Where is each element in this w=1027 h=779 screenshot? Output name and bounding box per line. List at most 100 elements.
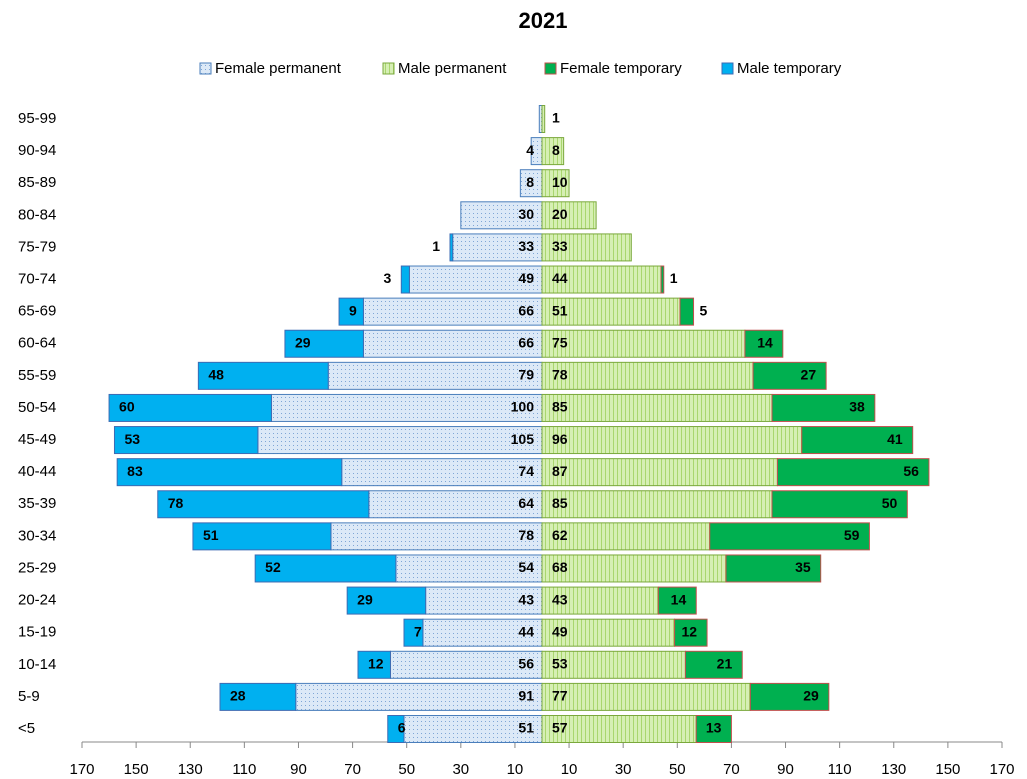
legend-swatch (382, 62, 395, 75)
data-label: 85 (552, 495, 568, 511)
x-tick-label: 10 (507, 761, 524, 778)
bar-segment (744, 329, 784, 358)
bar-segment (330, 522, 543, 551)
y-tick-label: 95-99 (18, 110, 56, 127)
legend-label: Female permanent (215, 60, 342, 77)
data-label: 52 (265, 559, 281, 575)
data-label: 53 (124, 431, 140, 447)
y-tick-label: 90-94 (18, 142, 56, 159)
data-label: 9 (349, 302, 357, 318)
data-label: 4 (526, 142, 534, 158)
legend-swatch (721, 62, 734, 75)
bar-segment (749, 682, 830, 711)
legend-label: Male permanent (398, 60, 507, 77)
x-tick-label: 30 (615, 761, 632, 778)
bar-segment (657, 586, 697, 615)
bar-segment (771, 490, 908, 519)
bar-segment (327, 361, 543, 390)
bar-segment (752, 361, 827, 390)
bar-segment (341, 458, 543, 487)
bar-segment (403, 715, 543, 743)
data-label: 79 (518, 367, 534, 383)
data-label: 87 (552, 463, 568, 479)
bar-segment (338, 297, 364, 326)
bar-segment (346, 586, 427, 615)
legend-label: Female temporary (560, 60, 682, 77)
y-tick-label: 70-74 (18, 270, 56, 287)
bar-segment (801, 426, 914, 455)
bar-segment (695, 715, 732, 743)
bar-segment (284, 329, 364, 358)
bar-segment (541, 265, 662, 294)
bar-segment (674, 618, 708, 647)
data-label: 14 (671, 591, 687, 607)
data-label: 5 (700, 302, 708, 318)
bar-segment (541, 361, 754, 390)
bar-segment (709, 522, 870, 551)
y-tick-label: 10-14 (18, 656, 56, 673)
data-label: 54 (518, 559, 534, 575)
bar-segment (219, 682, 297, 711)
data-label: 51 (518, 720, 534, 736)
bar-segment (541, 329, 746, 358)
y-tick-label: 50-54 (18, 399, 56, 416)
x-tick-label: 70 (723, 761, 740, 778)
data-label: 66 (518, 334, 534, 350)
data-label: 29 (357, 591, 373, 607)
legend-label: Male temporary (737, 60, 842, 77)
x-tick-label: 50 (669, 761, 686, 778)
data-label: 78 (552, 367, 568, 383)
y-tick-label: 5-9 (18, 688, 40, 705)
bar-segment (157, 490, 370, 519)
x-tick-label: 110 (232, 761, 256, 778)
data-label: 78 (168, 495, 184, 511)
bar-segment (197, 361, 329, 390)
data-label: 35 (795, 559, 811, 575)
y-tick-label: 25-29 (18, 559, 56, 576)
bar-segment (679, 297, 695, 326)
data-label: 43 (518, 591, 534, 607)
bar-segment (541, 586, 659, 615)
data-label: 77 (552, 688, 568, 704)
data-label: 6 (398, 720, 406, 736)
chart-title: 2021 (519, 8, 568, 33)
y-tick-label: 75-79 (18, 238, 56, 255)
data-label: 7 (414, 623, 422, 639)
data-label: 56 (903, 463, 919, 479)
bar-segment (113, 426, 259, 455)
data-label: 12 (681, 623, 697, 639)
data-label: 100 (511, 399, 535, 415)
bar-segment (541, 105, 546, 133)
bar-segment (362, 329, 543, 358)
bar-segment (357, 650, 391, 679)
bar-segment (541, 426, 803, 455)
data-label: 48 (208, 367, 224, 383)
bar-segment (192, 522, 332, 551)
data-label: 51 (552, 302, 568, 318)
bar-segment (541, 650, 686, 679)
data-label: 20 (552, 206, 568, 222)
x-tick-label: 130 (881, 761, 906, 778)
bar-segment (254, 554, 397, 583)
data-label: 8 (526, 174, 534, 190)
x-tick-label: 90 (777, 761, 794, 778)
data-label: 85 (552, 399, 568, 415)
data-label: 33 (552, 238, 568, 254)
bar-segment (541, 618, 676, 647)
data-label: 51 (203, 527, 219, 543)
y-tick-label: 65-69 (18, 303, 56, 320)
data-label: 53 (552, 655, 568, 671)
bar-segment (449, 233, 454, 262)
x-tick-label: 170 (69, 761, 94, 778)
data-label: 12 (368, 655, 384, 671)
data-label: 66 (518, 302, 534, 318)
data-label: 57 (552, 720, 568, 736)
bar-segment (108, 393, 272, 422)
legend-swatch (199, 62, 212, 75)
bar-segment (425, 586, 543, 615)
data-label: 64 (518, 495, 534, 511)
bar-segment (362, 297, 543, 326)
legend-swatch (544, 62, 557, 75)
data-label: 50 (882, 495, 898, 511)
